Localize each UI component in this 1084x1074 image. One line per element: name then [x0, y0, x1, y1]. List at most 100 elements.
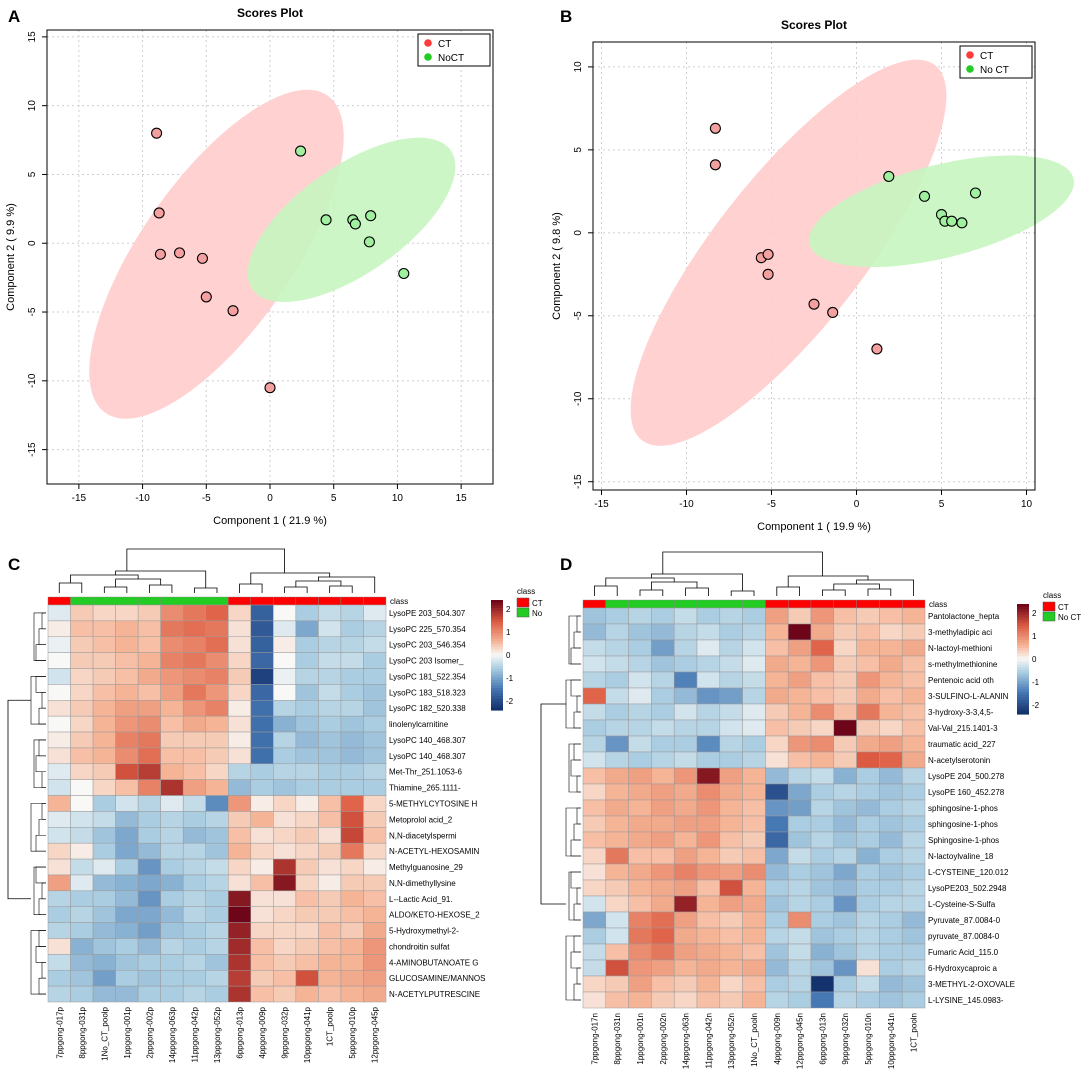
heatmap-cell	[856, 687, 880, 705]
heatmap-cell	[273, 906, 297, 923]
heatmap-cell	[628, 831, 652, 849]
row-label: N-ACETYL-HEXOSAMIN	[389, 847, 479, 856]
heatmap-cell	[47, 906, 71, 923]
heatmap-cell	[787, 751, 812, 769]
chart-title: Scores Plot	[781, 18, 847, 32]
heatmap-cell	[273, 715, 297, 733]
data-point	[946, 215, 958, 227]
heatmap-cell	[70, 890, 94, 907]
heatmap-cell	[273, 811, 297, 828]
heatmap-cell	[719, 751, 743, 769]
y-tick-label: -15	[573, 474, 584, 489]
color-scale-step	[491, 682, 503, 686]
heatmap-cell	[856, 927, 880, 945]
heatmap-cell	[696, 671, 721, 689]
heatmap-cell	[47, 827, 71, 844]
heatmap-cell	[742, 879, 766, 897]
heatmap-cell	[250, 700, 274, 717]
y-tick-label: -5	[27, 307, 38, 316]
class-legend-label: No	[532, 609, 543, 618]
heatmap-cell	[273, 954, 297, 971]
column-dendrogram	[239, 583, 263, 593]
row-label: LysoPC 140_468.307	[389, 736, 466, 745]
heatmap-cell	[70, 811, 94, 828]
row-label: LysoPC 181_522.354	[389, 672, 466, 681]
row-dendrogram	[573, 903, 581, 921]
heatmap-cell	[295, 969, 319, 987]
heatmap-cell	[605, 671, 629, 689]
heatmap-cell	[879, 943, 903, 961]
panel-letter-c: C	[8, 555, 20, 574]
heatmap-cell	[879, 959, 903, 977]
heatmap-cell	[833, 991, 857, 1009]
color-scale-tick: 1	[506, 628, 511, 637]
column-label: 7ppgong-017n	[590, 1013, 599, 1065]
heatmap-cell	[628, 735, 652, 753]
heatmap-cell	[765, 879, 789, 897]
heatmap-cell	[765, 943, 789, 961]
heatmap-cell	[273, 652, 297, 669]
column-label: 12ppgong-045p	[371, 1006, 380, 1063]
heatmap-cell	[765, 719, 789, 737]
heatmap-cell	[295, 763, 319, 780]
heatmap-cell	[833, 687, 857, 705]
heatmap-cell	[810, 623, 835, 641]
heatmap-cell	[92, 763, 116, 780]
color-scale-step	[1017, 678, 1029, 682]
heatmap-cell	[363, 636, 387, 653]
heatmap-cell	[250, 969, 274, 987]
heatmap-cell	[582, 783, 607, 801]
heatmap-cell	[318, 715, 342, 733]
color-scale-step	[1017, 650, 1029, 655]
column-label: 11ppgong-042p	[190, 1006, 199, 1062]
heatmap-cell	[901, 879, 926, 897]
heatmap-cell	[160, 684, 184, 701]
color-scale-step	[1017, 700, 1029, 704]
heatmap-cell	[92, 969, 116, 987]
column-dendrogram	[70, 574, 139, 583]
heatmap-cell	[856, 991, 880, 1009]
heatmap-cell	[92, 747, 116, 765]
color-scale-step	[491, 668, 503, 673]
row-label: Val-Val_215.1401-3	[928, 724, 998, 733]
column-label: 6ppgong-013p	[236, 1006, 245, 1058]
heatmap-cell	[810, 927, 835, 945]
heatmap-cell	[719, 911, 743, 929]
heatmap-cell	[810, 863, 835, 881]
heatmap-cell	[182, 668, 206, 685]
heatmap-cell	[228, 700, 252, 717]
heatmap-cell	[340, 731, 364, 749]
heatmap-cell	[295, 922, 319, 939]
heatmap-cell	[605, 927, 629, 945]
row-dendrogram	[41, 803, 46, 820]
class-label: class	[390, 597, 408, 606]
data-point	[918, 190, 931, 202]
column-label: 2ppgong-002n	[659, 1013, 668, 1065]
heatmap-cell	[810, 751, 835, 769]
heatmap-cell	[228, 811, 252, 828]
class-bar-cell	[696, 599, 720, 609]
heatmap-cell	[115, 747, 139, 765]
heatmap-cell	[605, 815, 629, 833]
heatmap-cell	[833, 655, 857, 673]
heatmap-cell	[295, 779, 319, 796]
x-axis-label: Component 1 ( 19.9 %)	[757, 521, 871, 533]
heatmap-cell	[879, 975, 903, 993]
column-label: 9ppgong-032p	[281, 1006, 290, 1058]
heatmap-cell	[318, 827, 342, 844]
heatmap-cell	[901, 719, 926, 737]
heatmap-cell	[810, 959, 835, 977]
heatmap-cell	[70, 668, 94, 685]
heatmap-cell	[901, 831, 926, 849]
heatmap-cell	[696, 703, 721, 721]
heatmap-cell	[363, 684, 387, 701]
heatmap-cell	[295, 684, 319, 701]
data-point	[320, 214, 332, 226]
color-scale-step	[1017, 615, 1029, 619]
heatmap-cell	[47, 747, 71, 765]
heatmap-cell	[160, 811, 184, 828]
heatmap-cell	[182, 779, 206, 796]
heatmap-cell	[363, 620, 387, 638]
heatmap-cell	[92, 890, 116, 907]
color-scale-step	[491, 602, 503, 607]
